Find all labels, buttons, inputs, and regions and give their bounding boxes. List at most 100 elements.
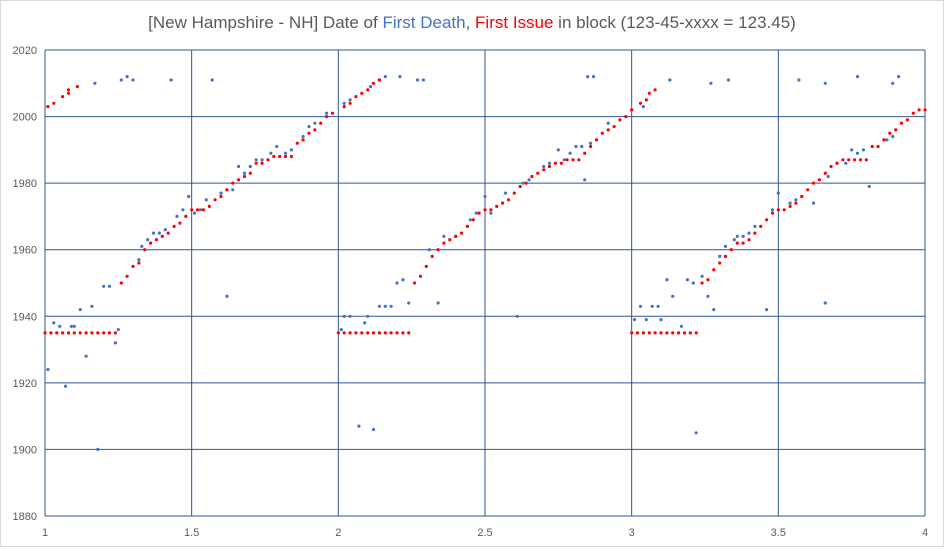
- data-point-first-issue: [876, 144, 880, 149]
- data-point-first-issue: [348, 101, 352, 105]
- data-point-first-death: [313, 121, 317, 125]
- data-point-first-death: [885, 138, 889, 142]
- data-point-first-death: [580, 144, 584, 149]
- data-point-first-death: [706, 294, 710, 298]
- data-point-first-issue: [741, 241, 745, 245]
- data-point-first-issue: [495, 204, 499, 208]
- data-point-first-death: [157, 231, 161, 235]
- data-point-first-issue: [641, 331, 646, 335]
- data-point-first-issue: [301, 138, 305, 142]
- data-point-first-issue: [195, 208, 200, 212]
- data-point-first-death: [63, 384, 68, 388]
- data-point-first-death: [90, 304, 94, 308]
- data-point-first-death: [823, 81, 827, 85]
- y-tick-label: 2020: [13, 45, 37, 57]
- data-point-first-death: [633, 318, 637, 322]
- data-point-first-death: [436, 301, 440, 305]
- data-point-first-issue: [630, 108, 634, 112]
- data-point-first-issue: [506, 198, 511, 202]
- data-point-first-death: [656, 304, 660, 308]
- data-point-first-issue: [424, 264, 428, 268]
- data-point-first-death: [307, 125, 311, 129]
- data-point-first-death: [96, 447, 100, 451]
- data-point-first-death: [867, 184, 871, 189]
- data-point-first-issue: [407, 331, 411, 335]
- data-point-first-issue: [448, 238, 452, 242]
- data-point-first-death: [468, 218, 472, 222]
- data-point-first-death: [765, 308, 769, 312]
- data-point-first-death: [427, 248, 431, 252]
- data-point-first-death: [606, 121, 610, 125]
- data-point-first-death: [254, 158, 258, 162]
- data-point-first-issue: [172, 224, 176, 228]
- data-point-first-issue: [700, 281, 704, 285]
- data-point-first-issue: [624, 115, 628, 119]
- data-point-first-death: [357, 424, 361, 428]
- data-point-first-issue: [477, 211, 481, 215]
- data-point-first-issue: [383, 331, 387, 335]
- data-point-first-issue: [618, 118, 622, 122]
- data-point-first-death: [855, 75, 860, 79]
- data-point-first-death: [140, 244, 144, 248]
- data-point-first-death: [137, 258, 141, 262]
- data-point-first-issue: [248, 171, 252, 175]
- data-point-first-issue: [43, 331, 47, 335]
- data-point-first-issue: [653, 88, 657, 92]
- data-point-first-issue: [571, 158, 575, 162]
- data-point-first-issue: [694, 331, 698, 335]
- data-point-first-issue: [254, 161, 258, 165]
- y-tick-label: 1920: [13, 378, 37, 390]
- data-point-first-issue: [72, 331, 76, 335]
- data-point-first-issue: [84, 331, 88, 335]
- data-point-first-death: [389, 304, 393, 308]
- data-point-first-issue: [841, 158, 845, 162]
- data-point-first-death: [489, 211, 493, 215]
- data-point-first-issue: [272, 154, 276, 159]
- data-point-first-death: [753, 224, 757, 228]
- data-point-first-issue: [612, 125, 616, 129]
- data-point-first-issue: [512, 191, 516, 195]
- data-point-first-issue: [61, 95, 65, 99]
- data-point-first-death: [342, 101, 346, 105]
- axis-tick-labels: 1880 1900 1920 1940 1960 1980 2000 2020 1 1.5 2 2.5…: [13, 45, 929, 539]
- data-point-first-death: [225, 294, 229, 298]
- data-point-first-death: [84, 354, 88, 358]
- data-point-first-issue: [119, 281, 123, 285]
- data-point-first-death: [78, 308, 82, 312]
- data-point-first-death: [163, 228, 167, 232]
- chart-title: [New Hampshire - NH] Date of First Death…: [148, 13, 796, 32]
- data-point-first-issue: [237, 178, 241, 182]
- data-point-first-issue: [471, 218, 475, 222]
- data-point-first-issue: [360, 91, 364, 95]
- data-point-first-issue: [894, 128, 898, 132]
- data-point-first-issue: [806, 188, 810, 192]
- data-point-first-death: [861, 148, 866, 152]
- data-point-first-issue: [542, 168, 546, 172]
- data-point-first-issue: [644, 98, 648, 102]
- data-point-first-death: [107, 284, 112, 288]
- data-point-first-death: [811, 201, 816, 205]
- data-point-first-issue: [313, 128, 317, 132]
- data-points: [43, 75, 927, 451]
- x-tick-label: 3: [629, 527, 635, 539]
- data-point-first-issue: [283, 154, 288, 159]
- data-point-first-issue: [90, 331, 94, 335]
- data-point-first-death: [72, 324, 76, 328]
- data-point-first-death: [58, 324, 62, 328]
- data-point-first-issue: [459, 231, 464, 235]
- data-point-first-issue: [260, 161, 264, 165]
- x-tick-label: 1: [42, 527, 48, 539]
- data-point-first-issue: [46, 105, 50, 109]
- data-point-first-death: [407, 301, 411, 305]
- data-point-first-issue: [178, 221, 182, 225]
- data-point-first-issue: [647, 331, 651, 335]
- data-point-first-death: [718, 254, 722, 258]
- data-point-first-issue: [870, 144, 874, 149]
- data-point-first-death: [348, 314, 352, 318]
- data-point-first-issue: [465, 224, 469, 228]
- data-point-first-issue: [753, 231, 757, 235]
- data-point-first-issue: [102, 331, 106, 335]
- data-point-first-issue: [547, 164, 552, 169]
- data-point-first-death: [401, 278, 405, 282]
- data-point-first-issue: [125, 274, 129, 278]
